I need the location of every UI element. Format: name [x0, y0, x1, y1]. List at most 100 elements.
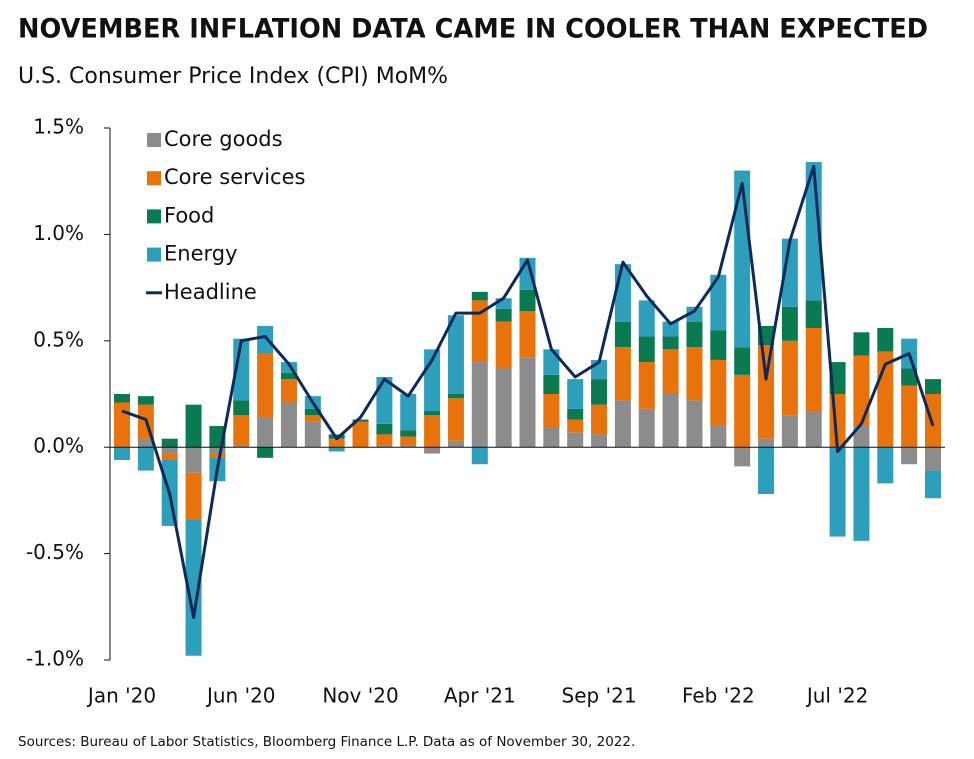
- legend-label: Core goods: [164, 127, 283, 151]
- bar-segment: [781, 306, 798, 341]
- source-note: Sources: Bureau of Labor Statistics, Blo…: [18, 734, 635, 750]
- x-tick-label: Sep '21: [562, 684, 637, 708]
- bar-segment: [376, 376, 393, 424]
- y-tick-label: -1.0%: [26, 647, 84, 671]
- bar-segment: [543, 394, 560, 429]
- x-tick-label: Nov '20: [322, 684, 398, 708]
- bar-segment: [591, 379, 608, 405]
- bar-segment: [686, 347, 703, 401]
- bar-segment: [257, 325, 274, 354]
- bar-segment: [114, 402, 130, 448]
- bar-segment: [614, 347, 631, 401]
- chart-title: NOVEMBER INFLATION DATA CAME IN COOLER T…: [18, 14, 928, 45]
- bar-segment: [471, 362, 488, 448]
- bar-segment: [734, 447, 751, 467]
- bar-segment: [424, 447, 441, 454]
- bar-segment: [304, 415, 321, 422]
- bar-segment: [257, 447, 274, 458]
- bar-segment: [400, 430, 417, 437]
- bar-segment: [662, 321, 679, 337]
- bar-segment: [185, 447, 202, 473]
- legend-label: Headline: [164, 280, 257, 304]
- bar-segment: [901, 368, 918, 386]
- bar-segment: [710, 330, 727, 360]
- bar-segment: [614, 400, 631, 448]
- bar-segment: [257, 353, 274, 418]
- bar-segment: [280, 379, 297, 403]
- bar-segment: [686, 306, 703, 322]
- bar-segment: [233, 445, 250, 448]
- bar-segment: [925, 470, 941, 499]
- bar-segment: [233, 415, 250, 446]
- bar-segment: [519, 289, 536, 312]
- bar-segment: [638, 362, 655, 409]
- legend-label: Food: [164, 203, 214, 227]
- x-tick-label: Apr '21: [444, 684, 516, 708]
- bar-segment: [447, 440, 464, 448]
- bar-segment: [734, 170, 751, 348]
- bar-segment: [591, 434, 608, 448]
- bar-segment: [447, 394, 464, 399]
- headline-line: [121, 164, 935, 619]
- y-tick-label: 1.5%: [33, 115, 84, 139]
- bar-segment: [471, 300, 488, 363]
- bar-segment: [567, 432, 584, 448]
- bar-segment: [853, 355, 870, 426]
- bar-segment: [495, 321, 512, 369]
- bar-segment: [567, 419, 584, 433]
- bar-segment: [543, 349, 560, 375]
- bar-segment: [758, 438, 775, 448]
- legend-swatch: [147, 209, 161, 224]
- bar-segment: [686, 321, 703, 348]
- legend-label: Core services: [164, 165, 305, 189]
- legend-label: Energy: [164, 242, 238, 266]
- x-tick-label: Jul '22: [805, 684, 868, 708]
- bar-segment: [662, 394, 679, 448]
- bar-segment: [280, 362, 297, 373]
- bar-segment: [114, 394, 130, 403]
- bar-segment: [495, 368, 512, 448]
- bar-segment: [376, 445, 393, 448]
- bar-segment: [304, 421, 321, 448]
- y-tick-label: 0.5%: [33, 327, 84, 351]
- bar-segment: [829, 447, 846, 537]
- y-tick-label: -0.5%: [26, 540, 84, 564]
- bar-segment: [400, 394, 417, 431]
- bar-segment: [877, 447, 894, 484]
- bar-segment: [901, 385, 918, 448]
- bar-segment: [161, 438, 178, 448]
- bar-segment: [877, 328, 894, 352]
- legend-swatch: [147, 247, 161, 262]
- bar-segment: [901, 447, 918, 465]
- bar-segment: [185, 404, 202, 448]
- bar-segment: [257, 417, 274, 448]
- chart-subtitle: U.S. Consumer Price Index (CPI) MoM%: [18, 64, 448, 89]
- bar-segment: [400, 445, 417, 448]
- bar-segment: [400, 436, 417, 446]
- bar-segment: [781, 340, 798, 416]
- bar-segment: [376, 434, 393, 446]
- bar-segment: [447, 398, 464, 441]
- bar-segment: [304, 408, 321, 416]
- bar-segment: [710, 274, 727, 331]
- bar-segment: [853, 425, 870, 448]
- bar-segment: [710, 359, 727, 426]
- bar-segment: [758, 345, 775, 439]
- bar-segment: [591, 404, 608, 435]
- bar-segment: [662, 336, 679, 350]
- bar-segment: [328, 447, 345, 452]
- bar-segment: [567, 379, 584, 409]
- bar-segment: [614, 321, 631, 348]
- bar-segment: [233, 400, 250, 416]
- legend-swatch: [147, 171, 161, 186]
- bar-segment: [137, 438, 154, 448]
- bar-segment: [710, 425, 727, 448]
- y-tick-label: 0.0%: [33, 434, 84, 458]
- bar-segment: [495, 298, 512, 309]
- bar-segment: [471, 291, 488, 301]
- bar-segment: [328, 438, 345, 448]
- legend-swatch: [147, 133, 161, 147]
- bar-segment: [161, 447, 178, 454]
- bar-segment: [447, 315, 464, 394]
